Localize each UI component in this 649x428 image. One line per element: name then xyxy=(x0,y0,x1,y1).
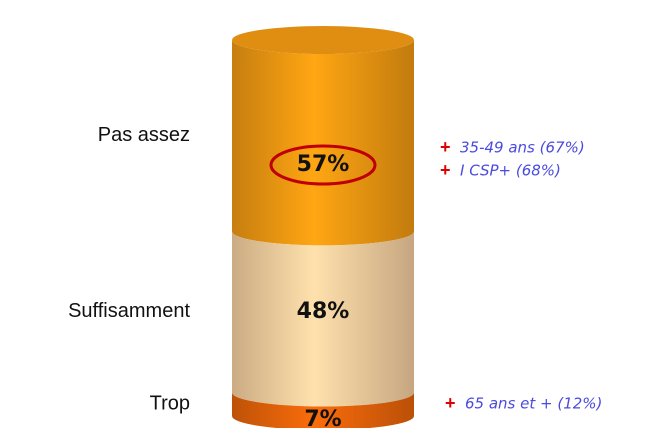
annotation-text: 65 ans et + (12%) xyxy=(465,395,602,413)
cylinder-segment xyxy=(232,231,414,407)
annotation-marker: + xyxy=(440,160,451,180)
category-label: Trop xyxy=(150,392,190,414)
annotation-marker: + xyxy=(440,137,451,157)
cylinder-segment xyxy=(232,392,414,428)
category-label: Pas assez xyxy=(98,124,190,146)
annotation-text: I CSP+ (68%) xyxy=(460,162,561,180)
annotation-text: 35-49 ans (67%) xyxy=(460,139,585,157)
highlight-circle xyxy=(269,144,377,186)
value-label: 7% xyxy=(304,407,341,428)
cylinder-segment xyxy=(232,40,414,246)
cylinder-top xyxy=(232,26,414,54)
category-label: Suffisamment xyxy=(68,300,190,322)
annotation-marker: + xyxy=(445,393,456,413)
value-label: 48% xyxy=(297,299,350,324)
value-label: 57% xyxy=(297,152,350,177)
